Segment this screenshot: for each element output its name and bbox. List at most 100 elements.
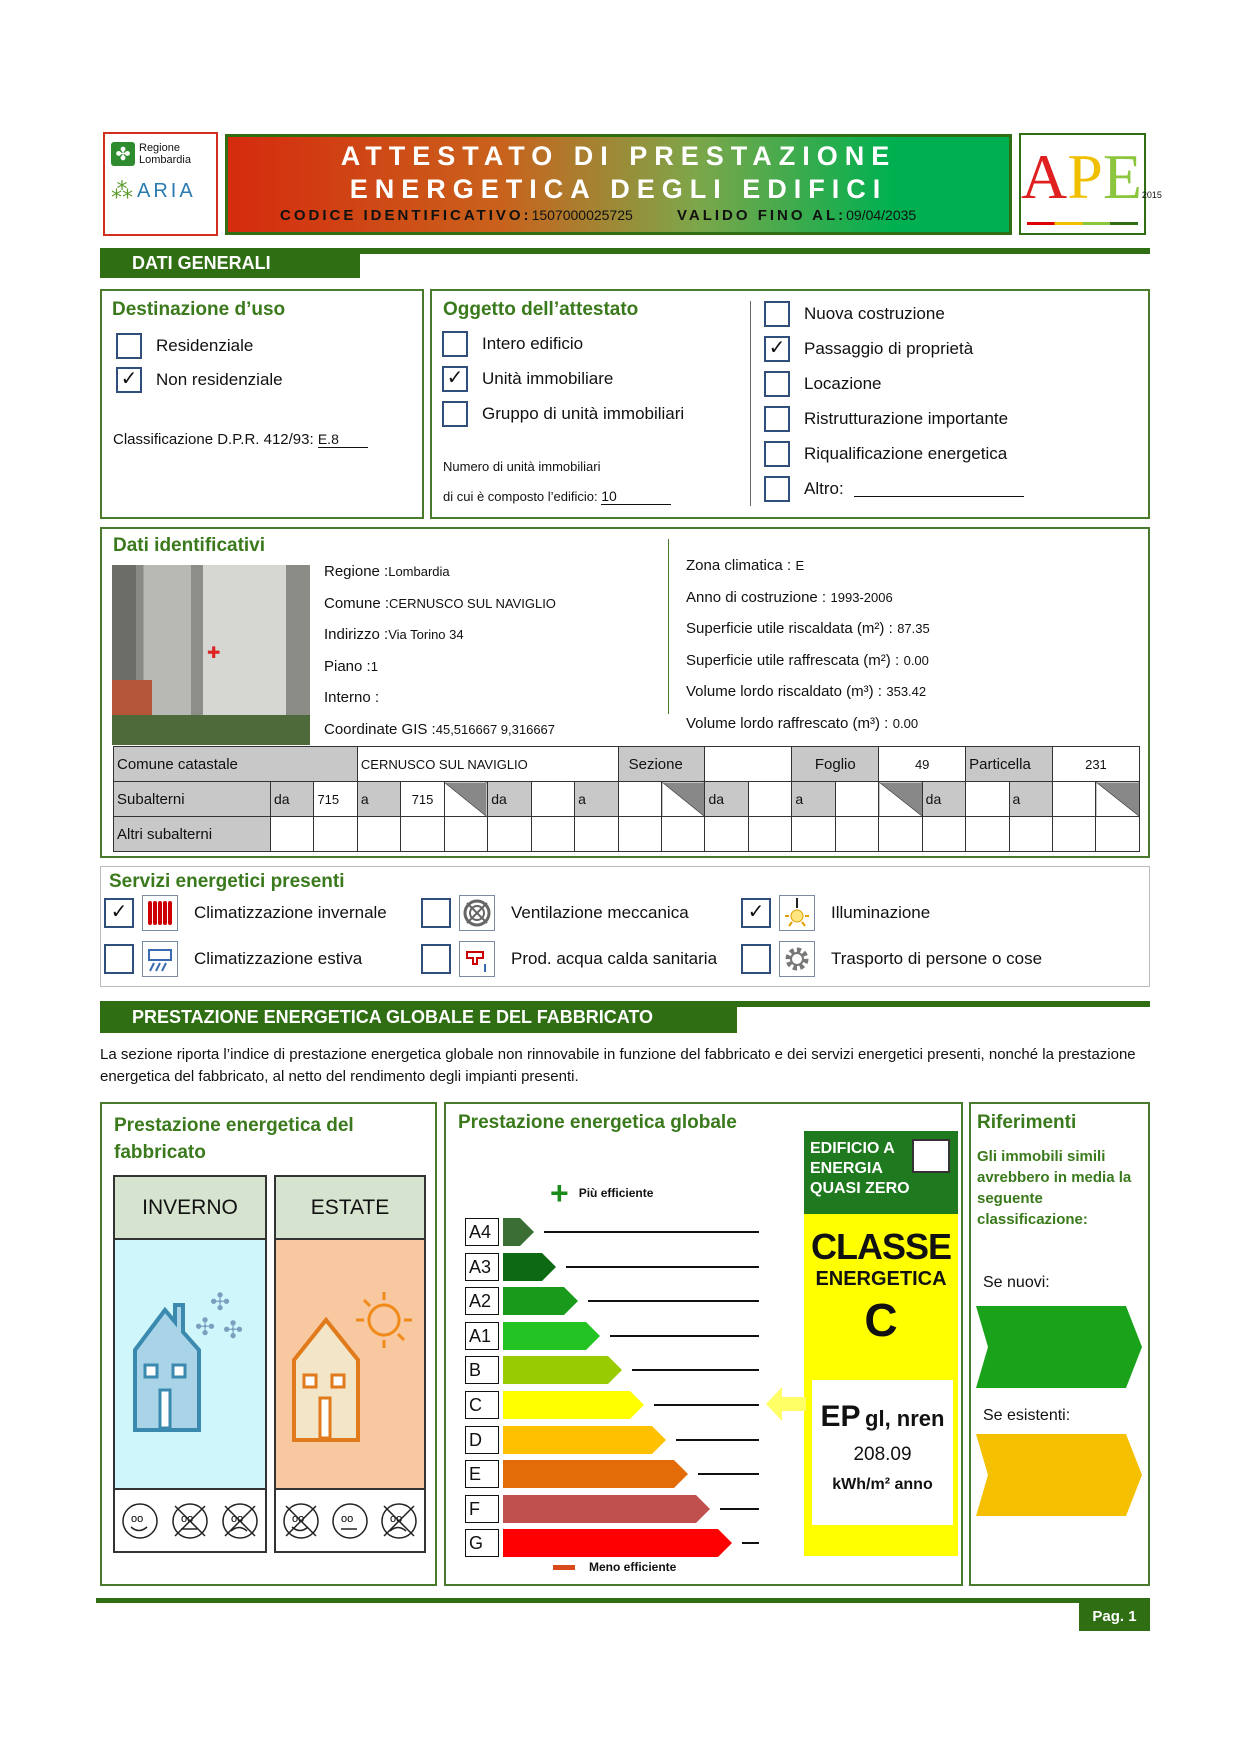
field-label: Volume lordo raffrescato (m³) : <box>686 714 889 732</box>
energetica-label: ENERGETICA <box>815 1268 947 1290</box>
checkbox[interactable] <box>764 476 790 502</box>
class-line <box>720 1507 759 1510</box>
field-label: Volume lordo riscaldato (m³) : <box>686 683 882 700</box>
service-item[interactable]: Ventilazione meccanica <box>421 895 689 931</box>
altri-subalterni-cell[interactable] <box>1095 816 1140 852</box>
option-intero-edificio[interactable]: Intero edificio <box>442 331 583 357</box>
altri-subalterni-cell[interactable] <box>313 816 358 852</box>
altri-subalterni-cell[interactable] <box>661 816 706 852</box>
altri-subalterni-cell[interactable] <box>574 816 619 852</box>
sub-a-value[interactable] <box>1051 781 1097 817</box>
motivazione-option[interactable]: Ristrutturazione importante <box>764 406 1008 432</box>
checkbox[interactable] <box>442 401 468 427</box>
altri-subalterni-cell[interactable] <box>530 816 576 852</box>
altri-subalterni-cell[interactable] <box>400 816 445 852</box>
sub-da-value[interactable]: 715 <box>313 781 358 817</box>
motivazione-option[interactable]: Altro: <box>764 476 1024 502</box>
fabbricato-box: Prestazione energetica del fabbricato <box>100 1102 437 1586</box>
field-value: 87.35 <box>897 621 930 636</box>
service-item[interactable]: Prod. acqua calda sanitaria <box>421 941 717 977</box>
altri-subalterni-cell[interactable] <box>834 816 880 852</box>
altri-subalterni-cell[interactable] <box>269 816 315 852</box>
inverno-column: INVERNO ✣✣✣ oooooo <box>113 1175 267 1553</box>
service-item[interactable]: Climatizzazione estiva <box>104 941 362 977</box>
ep-box: EP gl, nren 208.09 kWh/m² anno <box>812 1380 953 1525</box>
altri-subalterni-cell[interactable] <box>1051 816 1097 852</box>
checkbox[interactable] <box>741 944 771 974</box>
option-label: Unità immobiliare <box>482 369 614 388</box>
altri-subalterni-cell[interactable] <box>878 816 923 852</box>
checkbox[interactable] <box>116 333 142 359</box>
altri-subalterni-cell[interactable] <box>965 816 1010 852</box>
option-residenziale[interactable]: Residenziale <box>116 333 253 359</box>
altri-subalterni-cell[interactable] <box>443 816 489 852</box>
aerial-photo: ✚ <box>112 565 310 745</box>
nzeb-checkbox[interactable] <box>912 1139 950 1173</box>
field-label: Comune : <box>324 594 390 612</box>
altri-subalterni-cell[interactable] <box>791 816 836 852</box>
svg-text:✣: ✣ <box>223 1317 243 1344</box>
altri-subalterni-cell[interactable] <box>747 816 793 852</box>
numero-label-2: di cui è composto l’edificio: <box>443 489 598 504</box>
motivazione-option[interactable]: Nuova costruzione <box>764 301 945 327</box>
altri-subalterni-cell[interactable] <box>1008 816 1054 852</box>
id-field: Interno : <box>324 689 379 707</box>
service-label: Illuminazione <box>831 903 931 922</box>
sub-a-value[interactable] <box>834 781 880 817</box>
checkbox-checked[interactable]: ✓ <box>764 336 790 362</box>
meno-efficiente-legend: Meno efficiente <box>553 1560 676 1574</box>
se-nuovi-label: Se nuovi: <box>983 1274 1050 1291</box>
class-label-a4: A4 <box>465 1218 499 1246</box>
minus-icon <box>553 1564 575 1570</box>
altri-subalterni-cell[interactable] <box>487 816 532 852</box>
option-non-residenziale[interactable]: ✓ Non residenziale <box>116 367 283 393</box>
aria-logo-icon: ⁂ <box>111 178 133 203</box>
motivazione-option[interactable]: Riqualificazione energetica <box>764 441 1007 467</box>
altri-subalterni-cell[interactable] <box>704 816 749 852</box>
sub-a-value[interactable] <box>617 781 663 817</box>
checkbox[interactable] <box>442 331 468 357</box>
svg-text:oo: oo <box>341 1513 353 1525</box>
checkbox[interactable] <box>421 944 451 974</box>
checkbox[interactable] <box>764 301 790 327</box>
service-label: Trasporto di persone o cose <box>831 949 1043 968</box>
sub-da-value[interactable] <box>530 781 576 817</box>
checkbox-checked[interactable]: ✓ <box>442 366 468 392</box>
sub-a-value[interactable]: 715 <box>400 781 445 817</box>
section-dati-generali: DATI GENERALI <box>100 248 360 278</box>
checkbox[interactable] <box>421 898 451 928</box>
motivazione-option[interactable]: Locazione <box>764 371 882 397</box>
altro-input[interactable] <box>853 481 1024 497</box>
checkbox[interactable] <box>764 406 790 432</box>
field-value: 45,516667 9,316667 <box>435 721 556 737</box>
altri-subalterni-cell[interactable] <box>356 816 402 852</box>
altri-subalterni-cell[interactable] <box>921 816 967 852</box>
checkbox-checked[interactable]: ✓ <box>116 367 142 393</box>
checkbox[interactable] <box>764 441 790 467</box>
classe-panel: EDIFICIO A ENERGIA QUASI ZERO CLASSE ENE… <box>804 1131 958 1556</box>
id-field: Piano :1 <box>324 658 378 676</box>
service-item[interactable]: Trasporto di persone o cose <box>741 941 1042 977</box>
sub-da-value[interactable] <box>747 781 793 817</box>
service-item[interactable]: ✓ Climatizzazione invernale <box>104 895 387 931</box>
service-item[interactable]: ✓ Illuminazione <box>741 895 930 931</box>
sad-face-icon-crossed: oo <box>222 1502 258 1539</box>
altri-subalterni-cell[interactable] <box>617 816 663 852</box>
house-summer-icon <box>292 1292 412 1442</box>
sub-da-value[interactable] <box>965 781 1010 817</box>
option-gruppo-unita[interactable]: Gruppo di unità immobiliari <box>442 401 684 427</box>
globale-title: Prestazione energetica globale <box>458 1112 737 1133</box>
servizi-title: Servizi energetici presenti <box>109 871 345 892</box>
ape-logo-text: APE <box>1021 141 1142 212</box>
oggetto-title: Oggetto dell’attestato <box>443 299 639 320</box>
da-label: da <box>487 781 532 817</box>
checkbox-checked[interactable]: ✓ <box>741 898 771 928</box>
option-unita-immobiliare[interactable]: ✓ Unità immobiliare <box>442 366 613 392</box>
id-field: Comune :CERNUSCO SUL NAVIGLIO <box>324 595 556 613</box>
checkbox[interactable] <box>764 371 790 397</box>
motivazione-option[interactable]: ✓ Passaggio di proprietà <box>764 336 973 362</box>
class-label-g: G <box>465 1529 499 1558</box>
checkbox[interactable] <box>104 944 134 974</box>
checkbox-checked[interactable]: ✓ <box>104 898 134 928</box>
ep-unit: kWh/m² anno <box>832 1476 933 1493</box>
